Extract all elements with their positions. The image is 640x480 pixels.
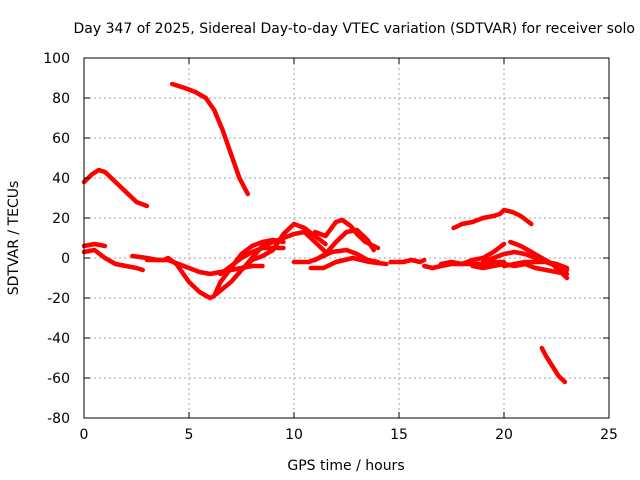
y-tick-label: -80 — [47, 411, 70, 427]
series-arc-4 — [539, 345, 568, 385]
series-arc-13 — [312, 217, 381, 251]
series-arc-10 — [241, 229, 328, 271]
y-tick-label: 20 — [52, 211, 70, 227]
series-arc-16 — [388, 257, 427, 265]
y-tick-label: -60 — [47, 371, 70, 387]
x-tick-label: 15 — [390, 427, 408, 443]
series-layer — [81, 81, 570, 385]
series-arc-22 — [501, 259, 570, 271]
y-axis-title: SDTVAR / TECUs — [6, 181, 22, 296]
y-tick-label: 40 — [52, 171, 70, 187]
y-tick-label: -20 — [47, 291, 70, 307]
tick-layer: 0 5 10 15 20 25 -80 -60 -40 -20 0 20 40 60 80 100 — [43, 51, 618, 443]
y-tick-label: 80 — [52, 91, 70, 107]
y-tick-label: 100 — [43, 51, 70, 67]
series-arc-18 — [438, 241, 507, 267]
x-tick-label: 20 — [495, 427, 513, 443]
series-arc-6 — [81, 241, 108, 249]
y-tick-label: -40 — [47, 331, 70, 347]
y-tick-label: 60 — [52, 131, 70, 147]
plot-frame — [83, 57, 610, 419]
series-arc-3 — [451, 207, 534, 231]
series-arc-11 — [218, 245, 286, 277]
series-arc-15 — [308, 255, 389, 271]
y-tick-label: 0 — [61, 251, 70, 267]
series-arc-8 — [144, 237, 286, 301]
x-tick-label: 5 — [185, 427, 194, 443]
x-axis-title: GPS time / hours — [287, 458, 404, 474]
x-tick-label: 0 — [80, 427, 89, 443]
series-arc-1 — [81, 167, 150, 209]
grid-layer — [84, 58, 609, 418]
series-arc-5 — [81, 247, 146, 273]
chart-title: Day 347 of 2025, Sidereal Day-to-day VTE… — [73, 21, 635, 37]
series-arc-2 — [169, 81, 251, 197]
x-tick-label: 10 — [285, 427, 303, 443]
x-tick-label: 25 — [600, 427, 618, 443]
series-arc-14 — [312, 227, 377, 263]
series-arc-21 — [508, 239, 570, 281]
